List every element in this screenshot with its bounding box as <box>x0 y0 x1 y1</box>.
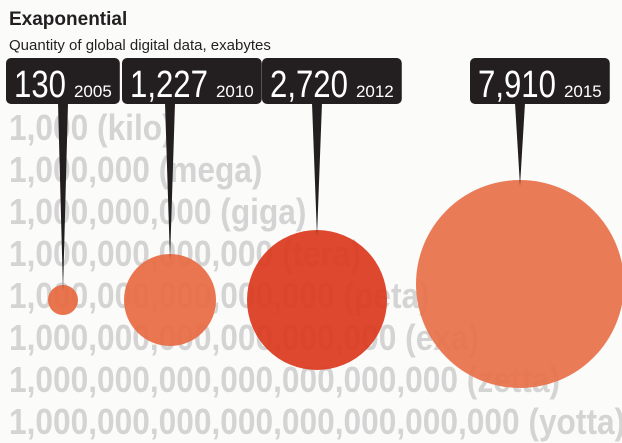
year-label: 2005 <box>74 82 112 101</box>
scale-label: 1,000,000,000,000,000,000,000,000 (yotta… <box>9 402 622 442</box>
callout-pointer <box>312 103 322 236</box>
callout-2012: 2,720 2012 <box>262 58 402 236</box>
callout-2015: 7,910 2015 <box>470 58 610 186</box>
chart-title: Exaponential <box>9 9 127 30</box>
value-label: 1,227 <box>130 64 208 106</box>
callout-box <box>262 58 402 104</box>
bubble-2010 <box>124 254 216 346</box>
year-label: 2015 <box>564 82 602 101</box>
scale-label: 1,000,000,000,000,000,000 (exa) <box>9 318 479 358</box>
callout-pointer <box>165 103 175 260</box>
value-label: 130 <box>14 64 66 106</box>
callout-box <box>6 58 120 104</box>
bubble-2015 <box>416 180 622 388</box>
callout-box <box>470 58 610 104</box>
value-label: 2,720 <box>270 64 348 106</box>
callout-2010: 1,227 2010 <box>122 58 262 260</box>
callout-pointer <box>58 103 68 291</box>
callout-pointer <box>515 103 525 186</box>
value-label: 7,910 <box>478 64 556 106</box>
year-label: 2010 <box>216 82 254 101</box>
scale-label: 1,000,000 (mega) <box>9 150 262 190</box>
bubble-2005 <box>48 285 78 315</box>
callouts: 130 2005 1,227 2010 2,720 2012 7,910 2015 <box>6 58 610 291</box>
callout-box <box>122 58 262 104</box>
bubbles <box>48 180 622 388</box>
bubble-2012 <box>247 230 387 370</box>
callout-2005: 130 2005 <box>6 58 120 291</box>
scale-label: 1,000 (kilo) <box>9 108 173 148</box>
year-label: 2012 <box>356 82 394 101</box>
scale-label: 1,000,000,000 (giga) <box>9 192 306 232</box>
chart-subtitle: Quantity of global digital data, exabyte… <box>9 37 271 54</box>
